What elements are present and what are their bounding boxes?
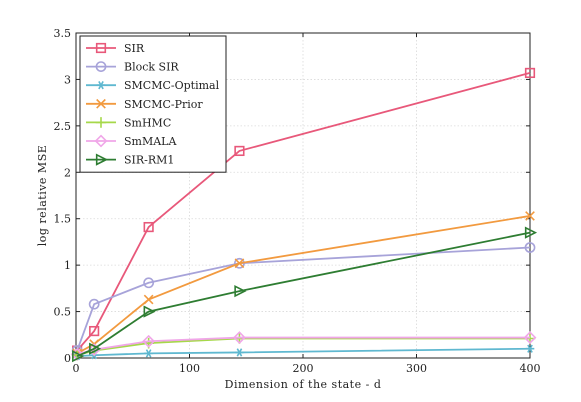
legend-entry: Block SIR xyxy=(86,61,179,74)
legend-entry: SMCMC-Prior xyxy=(86,98,203,111)
series-line xyxy=(76,72,531,352)
legend-label: SIR xyxy=(124,42,145,55)
x-axis-label: Dimension of the state - d xyxy=(225,378,382,391)
series-line xyxy=(76,231,531,357)
legend-entry: SmMALA xyxy=(86,134,177,148)
y-tick-label: 3 xyxy=(64,73,71,86)
y-tick-label: 0.5 xyxy=(54,306,72,319)
data-point xyxy=(142,334,156,348)
data-point xyxy=(95,61,107,72)
legend-entry: SIR xyxy=(86,42,145,55)
legend-entry: SMCMC-Optimal xyxy=(86,79,220,92)
data-point xyxy=(95,153,109,166)
y-tick-label: 2 xyxy=(64,166,71,179)
series-sir-rm1 xyxy=(72,226,538,363)
legend: SIR Block SIR SMCMC-Optimal SMCMC-Prior SmHM… xyxy=(79,35,227,173)
data-point xyxy=(143,294,154,305)
data-point xyxy=(235,348,244,357)
x-tick-label: 400 xyxy=(520,362,541,375)
y-axis-label: log relative MSE xyxy=(36,145,49,247)
legend-entry: SmHMC xyxy=(86,116,171,129)
series-line xyxy=(77,347,531,358)
ticks: 0 100 200 300 400 0 0.5 1 1.5 2 2.5 3 3.5 xyxy=(54,27,541,375)
data-point xyxy=(95,117,107,128)
data-point xyxy=(144,349,153,358)
data-point xyxy=(96,81,106,90)
data-point xyxy=(525,344,535,353)
data-point xyxy=(233,331,246,345)
x-tick-label: 300 xyxy=(406,362,427,375)
legend-label: SmMALA xyxy=(124,135,177,148)
data-point xyxy=(143,305,156,318)
y-tick-label: 1 xyxy=(64,259,71,272)
data-point xyxy=(524,242,536,253)
legend-label: SMCMC-Optimal xyxy=(124,79,220,92)
data-point xyxy=(524,226,538,239)
data-point xyxy=(95,42,107,54)
y-tick-label: 1.5 xyxy=(54,213,72,226)
y-tick-label: 3.5 xyxy=(54,27,72,40)
series-line xyxy=(76,246,531,351)
data-point xyxy=(89,325,100,337)
series-smmala xyxy=(70,331,537,361)
legend-label: SMCMC-Prior xyxy=(124,98,203,111)
data-point xyxy=(96,98,106,109)
y-tick-label: 2.5 xyxy=(54,120,72,133)
data-point xyxy=(143,221,154,233)
data-point xyxy=(523,331,537,345)
data-point xyxy=(234,145,245,157)
data-point xyxy=(525,211,535,221)
series-block-sir xyxy=(71,242,536,356)
legend-label: SmHMC xyxy=(124,116,171,129)
y-tick-label: 0 xyxy=(64,352,71,365)
x-tick-label: 100 xyxy=(179,362,200,375)
data-point xyxy=(234,258,245,269)
legend-label: Block SIR xyxy=(124,61,179,74)
x-tick-label: 200 xyxy=(293,362,314,375)
data-point xyxy=(143,277,155,289)
legend-entry: SIR-RM1 xyxy=(86,153,174,167)
data-point xyxy=(234,285,247,298)
data-point xyxy=(72,350,85,363)
data-point xyxy=(89,342,102,355)
data-point xyxy=(88,298,100,310)
x-tick-label: 0 xyxy=(73,362,80,375)
data-point xyxy=(94,134,108,148)
legend-label: SIR-RM1 xyxy=(124,154,174,167)
data-point xyxy=(524,67,536,79)
series-layer xyxy=(70,67,538,363)
